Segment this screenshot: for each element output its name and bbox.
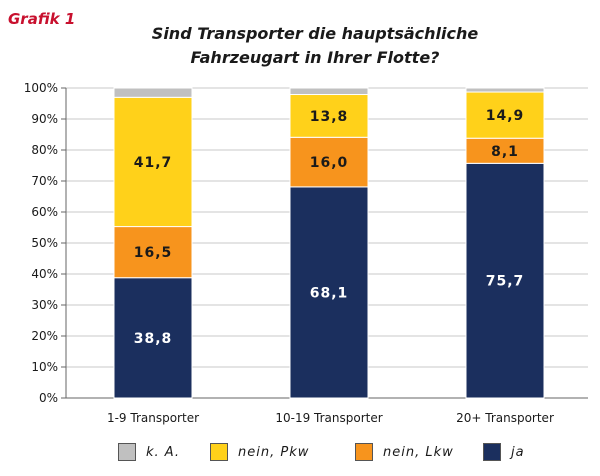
y-tick-label: 90%: [31, 112, 58, 126]
y-tick-label: 70%: [31, 174, 58, 188]
bar-segment-nein_lkw: [113, 226, 193, 279]
x-category-label: 1-9 Transporter: [107, 411, 199, 425]
bar-segment-ka: [289, 87, 369, 96]
chart-title-line-1: Sind Transporter die hauptsächliche: [151, 24, 479, 43]
chart-title-line-2: Fahrzeugart in Ihrer Flotte?: [190, 48, 440, 67]
x-axis-labels: 1-9 Transporter 10-19 Transporter 20+ Tran…: [107, 411, 554, 425]
bar-segment-nein_pkw: [465, 91, 545, 139]
data-label-nein_pkw: 13,8: [310, 109, 349, 125]
bar-segment-ka: [113, 87, 193, 98]
legend-swatch: [210, 443, 228, 461]
y-tick-label: 100%: [24, 81, 58, 95]
y-tick-label: 30%: [31, 298, 58, 312]
data-label-nein_pkw: 14,9: [486, 108, 525, 124]
bars: 38,8 16,5 41,7 68,1 16,0 13,8 75,7 8,1 14,9: [113, 87, 545, 399]
data-label-ja: 75,7: [486, 274, 525, 290]
legend-swatch: [118, 443, 136, 461]
legend-item-ja: ja: [483, 440, 525, 464]
y-tick-label: 40%: [31, 267, 58, 281]
legend-swatch: [355, 443, 373, 461]
bar-segment-nein_lkw: [465, 137, 545, 164]
data-label-nein_lkw: 16,0: [310, 155, 349, 171]
bar-segment-ka: [465, 87, 545, 93]
figure-tag: Grafik 1: [8, 10, 76, 28]
legend-label: nein, Pkw: [238, 444, 310, 460]
legend-label: nein, Lkw: [383, 444, 454, 460]
bar-segment-nein_lkw: [289, 136, 369, 188]
y-tick-label: 10%: [31, 360, 58, 374]
y-tick-label: 20%: [31, 329, 58, 343]
data-label-ja: 38,8: [134, 331, 173, 347]
bar-segment-nein_pkw: [113, 96, 193, 228]
legend-label: k. A.: [146, 444, 181, 460]
y-tick-label: 60%: [31, 205, 58, 219]
y-tick-label: 80%: [31, 143, 58, 157]
bar-segment-ja: [465, 162, 545, 399]
legend-item-ka: k. A.: [118, 440, 180, 464]
legend-label: ja: [511, 444, 525, 460]
legend: k. A. nein, Pkw nein, Lkw ja: [0, 440, 600, 464]
legend-swatch: [483, 443, 501, 461]
data-label-nein_pkw: 41,7: [134, 155, 173, 171]
chart-title: Sind Transporter die hauptsächliche Fahr…: [100, 22, 530, 70]
data-label-ja: 68,1: [310, 285, 349, 301]
legend-item-nein_lkw: nein, Lkw: [355, 440, 454, 464]
data-label-nein_lkw: 16,5: [134, 245, 173, 261]
data-label-nein_lkw: 8,1: [491, 144, 519, 160]
y-axis-ticks: 0% 10% 20% 30% 40% 50% 60% 70% 80% 90% 100%: [24, 81, 66, 405]
x-category-label: 10-19 Transporter: [275, 411, 382, 425]
y-tick-label: 0%: [39, 391, 58, 405]
legend-item-nein_pkw: nein, Pkw: [210, 440, 309, 464]
bar-segment-nein_pkw: [289, 94, 369, 138]
x-category-label: 20+ Transporter: [456, 411, 554, 425]
bar-segment-ja: [113, 277, 193, 399]
y-tick-label: 50%: [31, 236, 58, 250]
